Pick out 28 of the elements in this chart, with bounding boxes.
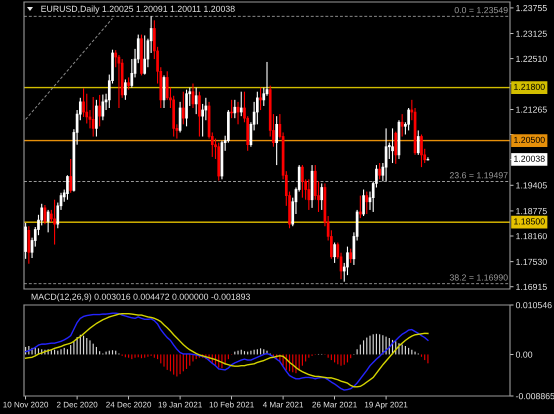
y-tick-label: 1.19405 (516, 182, 547, 189)
y-tick-label: 1.18775 (516, 208, 547, 214)
y-tick-label: 1.21265 (516, 106, 547, 113)
ref-line-label: 1.20500 (514, 136, 545, 143)
x-tick-label: 4 Mar 2021 (262, 402, 304, 408)
x-tick-label: 10 Feb 2021 (210, 402, 254, 408)
y-tick-label: 1.16915 (516, 284, 547, 290)
y-tick-label: 1.23755 (516, 4, 547, 12)
y-tick-label: 1.17530 (516, 258, 547, 265)
y-tick-label: 1.23125 (516, 30, 547, 37)
y-tick-label: 0.010546 (516, 302, 552, 308)
x-tick-label: 2 Dec 2020 (56, 402, 98, 408)
chart-title: MACD(12,26,9) 0.003016 0.004472 0.000000 -0.001893 (32, 293, 250, 302)
x-tick-label: 24 Dec 2020 (106, 402, 152, 408)
y-tick-label: 0.00 (516, 352, 532, 358)
annotation: 1.20038 (514, 156, 545, 162)
chart-title: EURUSD,Daily 1.20025 1.20091 1.20011 1.20038 (41, 5, 235, 14)
ref-line-label: 38.2 = 1.16990 (450, 274, 508, 281)
x-tick-label: 19 Apr 2021 (364, 402, 408, 410)
y-tick-label: 1.22510 (516, 56, 547, 62)
x-tick-label: 26 Mar 2021 (312, 402, 357, 408)
x-tick-label: 10 Nov 2020 (3, 402, 48, 408)
x-tick-label: 19 Jan 2021 (158, 402, 202, 408)
ref-line-label: 1.21800 (514, 84, 545, 90)
ref-line-label: 23.6 = 1.19497 (450, 172, 508, 178)
ref-line-label: 1.18500 (514, 218, 545, 224)
ref-line-label: 0.0 = 1.23549 (454, 6, 508, 14)
y-tick-label: 1.18160 (516, 233, 547, 240)
